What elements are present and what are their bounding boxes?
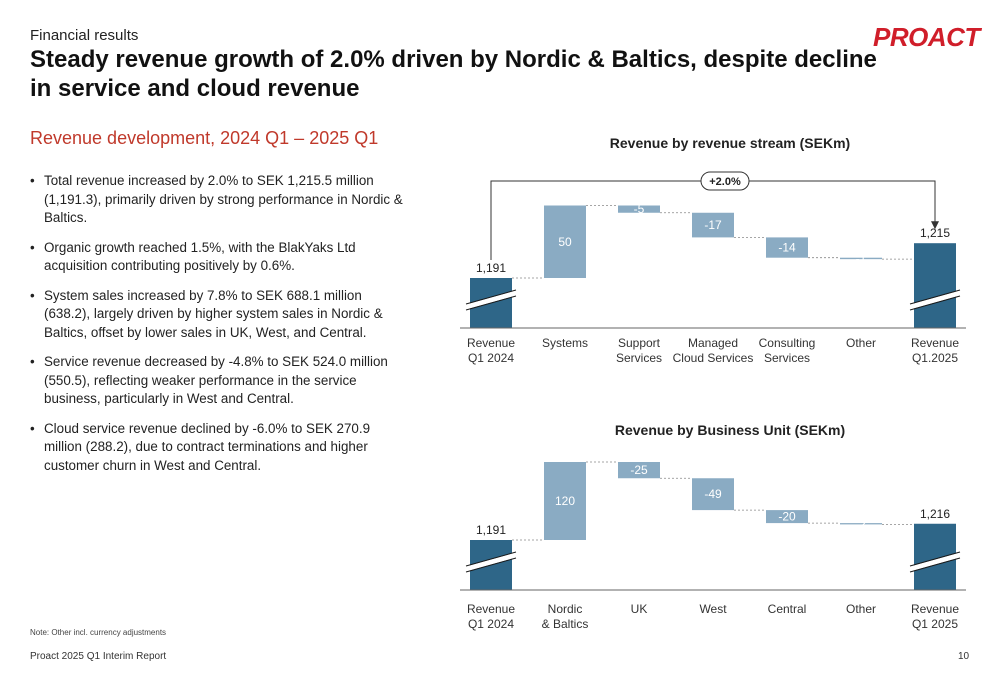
axis-break-mark: [465, 557, 517, 573]
change-bar: [840, 523, 882, 525]
axis-break-mark: [909, 557, 961, 573]
category-label: West: [699, 602, 727, 616]
chart-title: Revenue by Business Unit (SEKm): [615, 422, 845, 438]
data-label: 120: [555, 494, 575, 508]
section-label: Financial results: [30, 27, 139, 44]
category-label: Support: [618, 336, 661, 350]
data-label: -14: [778, 241, 796, 255]
page-title: Steady revenue growth of 2.0% driven by …: [30, 46, 877, 102]
category-label: Other: [846, 336, 876, 350]
category-label: UK: [631, 602, 648, 616]
change-bar: [544, 205, 586, 278]
category-label: Central: [768, 602, 807, 616]
change-bar: [766, 510, 808, 524]
data-label: -25: [630, 463, 648, 477]
data-label: -17: [704, 218, 722, 232]
change-bar: [840, 257, 882, 260]
category-label: Revenue: [911, 602, 959, 616]
category-label: Q1 2024: [468, 351, 514, 365]
data-label: -49: [704, 487, 722, 501]
data-label: -20: [778, 510, 796, 524]
report-footer: Proact 2025 Q1 Interim Report: [30, 651, 167, 662]
data-label: -1: [856, 251, 867, 265]
axis-break-mark: [465, 552, 517, 572]
category-label: Managed: [688, 336, 738, 350]
bullet-item: Total revenue increased by 2.0% to SEK 1…: [30, 172, 410, 228]
waterfall-chart-1: Revenue by revenue stream (SEKm) 1,191 Rev…: [460, 135, 966, 365]
category-label: Services: [764, 351, 810, 365]
change-bar: [692, 212, 734, 238]
growth-label: +2.0%: [709, 176, 741, 188]
axis-break-mark: [465, 289, 517, 305]
bullet-item: Cloud service revenue declined by -6.0% …: [30, 420, 410, 476]
growth-badge: [700, 171, 750, 191]
category-label: Nordic: [548, 602, 583, 616]
category-label: Consulting: [759, 336, 816, 350]
change-bar: [618, 205, 660, 213]
category-label: Other: [846, 602, 876, 616]
proact-logo: PROACT: [873, 22, 980, 52]
category-label: Q1.2025: [912, 351, 958, 365]
bullet-item: Service revenue decreased by -4.8% to SE…: [30, 353, 410, 409]
footnote: Note: Other incl. currency adjustments: [30, 628, 167, 637]
change-bar: [618, 462, 660, 479]
axis-break-mark: [465, 290, 517, 310]
category-label: Systems: [542, 336, 588, 350]
change-bar: [766, 237, 808, 258]
waterfall-chart-2: Revenue by Business Unit (SEKm) 1,191 Reve…: [460, 422, 966, 631]
chart-title: Revenue by revenue stream (SEKm): [610, 135, 850, 151]
axis-break-mark: [465, 551, 517, 567]
category-label: Cloud Services: [673, 351, 754, 365]
data-label: 1,216: [920, 507, 950, 521]
axis-break-mark: [909, 289, 961, 305]
change-bar: [544, 462, 586, 540]
category-label: Revenue: [911, 336, 959, 350]
data-label: -2: [856, 517, 867, 531]
growth-arrow-icon: [931, 221, 939, 230]
axis-break-mark: [909, 551, 961, 567]
axis-break-mark: [909, 295, 961, 311]
page-number: 10: [958, 651, 970, 662]
data-label: 1,191: [476, 261, 506, 275]
axis-break-mark: [465, 295, 517, 311]
category-label: Revenue: [467, 602, 515, 616]
change-bar: [692, 478, 734, 511]
total-bar: [914, 243, 956, 328]
bullet-item: System sales increased by 7.8% to SEK 68…: [30, 287, 410, 343]
category-label: Revenue: [467, 336, 515, 350]
category-label: Q1 2025: [912, 617, 958, 631]
data-label: 50: [558, 235, 572, 249]
axis-break-mark: [909, 552, 961, 572]
data-label: 1,215: [920, 226, 950, 240]
bullet-list: Total revenue increased by 2.0% to SEK 1…: [30, 172, 410, 486]
category-label: Services: [616, 351, 662, 365]
data-label: -5: [634, 202, 645, 216]
data-label: 1,191: [476, 523, 506, 537]
axis-break-mark: [909, 290, 961, 310]
category-label: Q1 2024: [468, 617, 514, 631]
bullet-item: Organic growth reached 1.5%, with the Bl…: [30, 239, 410, 276]
section-subtitle: Revenue development, 2024 Q1 – 2025 Q1: [30, 128, 379, 148]
category-label: & Baltics: [542, 617, 589, 631]
